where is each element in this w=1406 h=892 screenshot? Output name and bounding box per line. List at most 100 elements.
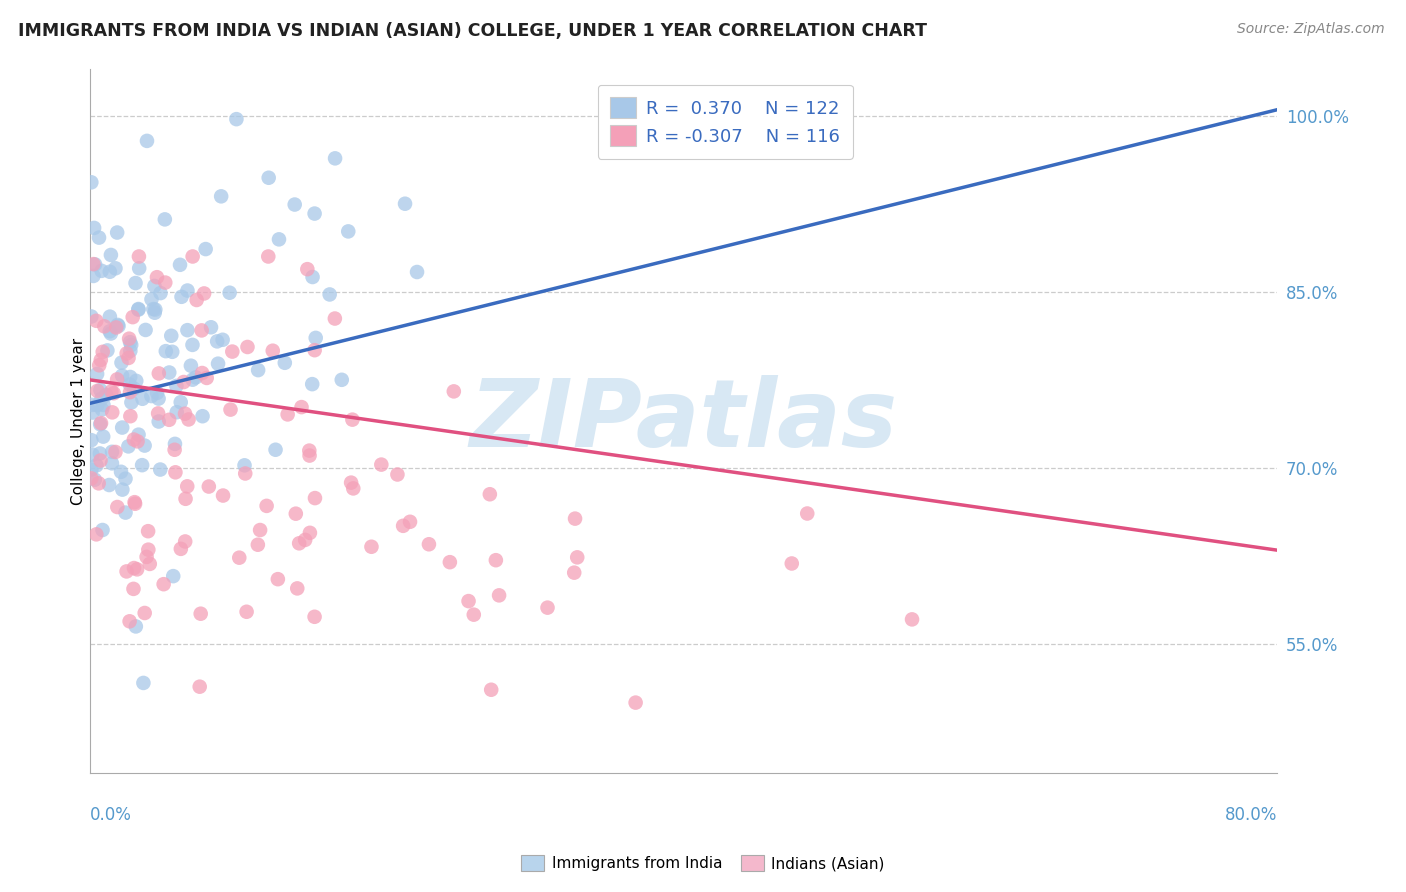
Point bbox=[80, 175, 103, 189]
Point bbox=[193, 286, 215, 301]
Point bbox=[127, 434, 149, 449]
Point bbox=[122, 382, 145, 396]
Point bbox=[135, 323, 157, 337]
Point bbox=[143, 279, 166, 293]
Point bbox=[228, 550, 250, 565]
Point bbox=[90, 392, 112, 406]
Point bbox=[91, 344, 114, 359]
Point bbox=[105, 500, 128, 514]
Point bbox=[149, 462, 172, 476]
Point bbox=[298, 525, 321, 540]
Point bbox=[101, 445, 124, 459]
Point bbox=[163, 437, 186, 451]
Point bbox=[125, 619, 148, 633]
Point bbox=[370, 458, 392, 472]
Point bbox=[247, 363, 270, 377]
Point bbox=[143, 302, 166, 317]
Point bbox=[181, 373, 204, 387]
Point bbox=[479, 682, 502, 697]
Point bbox=[285, 582, 308, 596]
Point bbox=[340, 475, 363, 490]
Point bbox=[304, 609, 326, 624]
Point bbox=[84, 257, 107, 271]
Point bbox=[190, 323, 212, 337]
Point bbox=[274, 356, 297, 370]
Point bbox=[91, 429, 114, 443]
Point bbox=[114, 472, 136, 486]
Point bbox=[209, 189, 232, 203]
Point bbox=[392, 518, 415, 533]
Point bbox=[94, 388, 117, 402]
Point bbox=[120, 338, 142, 352]
Point bbox=[207, 357, 229, 371]
Point bbox=[128, 427, 150, 442]
Point bbox=[120, 370, 142, 384]
Legend: Immigrants from India, Indians (Asian): Immigrants from India, Indians (Asian) bbox=[515, 849, 891, 877]
Point bbox=[406, 265, 429, 279]
Point bbox=[562, 566, 585, 580]
Point bbox=[89, 359, 111, 373]
Point bbox=[337, 224, 360, 238]
Point bbox=[186, 293, 208, 307]
Point bbox=[162, 344, 184, 359]
Point bbox=[146, 270, 169, 285]
Point bbox=[101, 456, 124, 470]
Point bbox=[301, 377, 323, 392]
Point bbox=[200, 320, 222, 334]
Point bbox=[418, 537, 440, 551]
Point bbox=[127, 302, 149, 317]
Point bbox=[118, 385, 141, 400]
Point bbox=[304, 206, 326, 220]
Point bbox=[267, 572, 290, 586]
Point bbox=[83, 473, 105, 487]
Point bbox=[120, 395, 142, 409]
Point bbox=[170, 395, 193, 409]
Point bbox=[463, 607, 485, 622]
Point bbox=[128, 250, 150, 264]
Point bbox=[110, 465, 132, 479]
Point bbox=[90, 353, 112, 368]
Point bbox=[284, 197, 307, 211]
Point bbox=[93, 398, 115, 412]
Point bbox=[257, 170, 280, 185]
Point bbox=[118, 377, 141, 392]
Point bbox=[136, 134, 159, 148]
Point bbox=[191, 366, 214, 380]
Point bbox=[301, 270, 323, 285]
Point bbox=[125, 562, 148, 576]
Point bbox=[169, 258, 191, 272]
Point bbox=[122, 582, 145, 596]
Point bbox=[157, 366, 180, 380]
Point bbox=[80, 433, 103, 447]
Point bbox=[105, 372, 128, 386]
Point bbox=[198, 479, 221, 493]
Point bbox=[136, 524, 159, 538]
Point bbox=[174, 407, 197, 421]
Point bbox=[901, 612, 924, 626]
Point bbox=[294, 533, 316, 547]
Point bbox=[166, 405, 188, 419]
Point bbox=[90, 453, 112, 467]
Point bbox=[121, 310, 143, 325]
Text: IMMIGRANTS FROM INDIA VS INDIAN (ASIAN) COLLEGE, UNDER 1 YEAR CORRELATION CHART: IMMIGRANTS FROM INDIA VS INDIAN (ASIAN) … bbox=[18, 22, 928, 40]
Point bbox=[114, 506, 136, 520]
Point bbox=[235, 605, 257, 619]
Point bbox=[162, 569, 184, 583]
Point bbox=[212, 489, 235, 503]
Point bbox=[394, 196, 416, 211]
Point bbox=[89, 417, 111, 432]
Point bbox=[86, 458, 108, 473]
Point bbox=[124, 497, 146, 511]
Point bbox=[131, 392, 153, 406]
Y-axis label: College, Under 1 year: College, Under 1 year bbox=[72, 337, 86, 505]
Point bbox=[120, 409, 142, 424]
Point bbox=[173, 375, 195, 389]
Point bbox=[298, 443, 321, 458]
Point bbox=[304, 491, 326, 505]
Point bbox=[323, 152, 346, 166]
Point bbox=[155, 344, 177, 359]
Legend: R =  0.370    N = 122, R = -0.307    N = 116: R = 0.370 N = 122, R = -0.307 N = 116 bbox=[598, 85, 853, 159]
Point bbox=[443, 384, 465, 399]
Point bbox=[298, 449, 321, 463]
Point bbox=[218, 285, 240, 300]
